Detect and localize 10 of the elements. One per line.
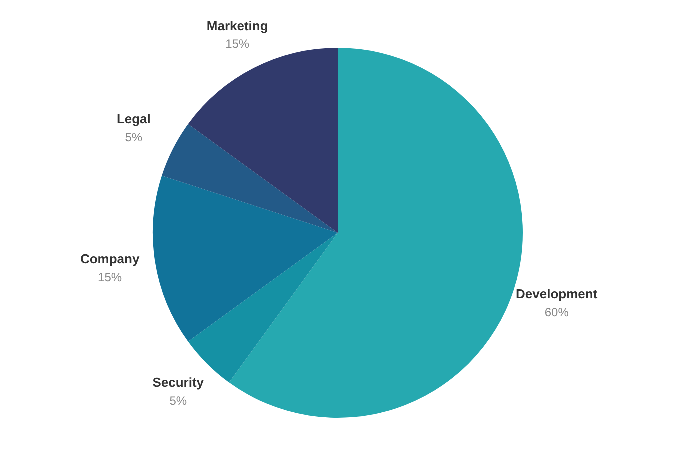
slice-label: Security: [152, 375, 205, 390]
data-label: 60%: [544, 305, 570, 320]
slice-label: Legal: [116, 112, 151, 127]
slice-label: Marketing: [206, 18, 268, 34]
data-label: 15%: [98, 270, 122, 284]
data-label: 5%: [170, 394, 188, 408]
data-label: 15%: [226, 37, 250, 52]
slice-label: Development: [516, 286, 598, 302]
slice-label: Company: [80, 252, 140, 267]
data-label: 5%: [125, 130, 143, 144]
